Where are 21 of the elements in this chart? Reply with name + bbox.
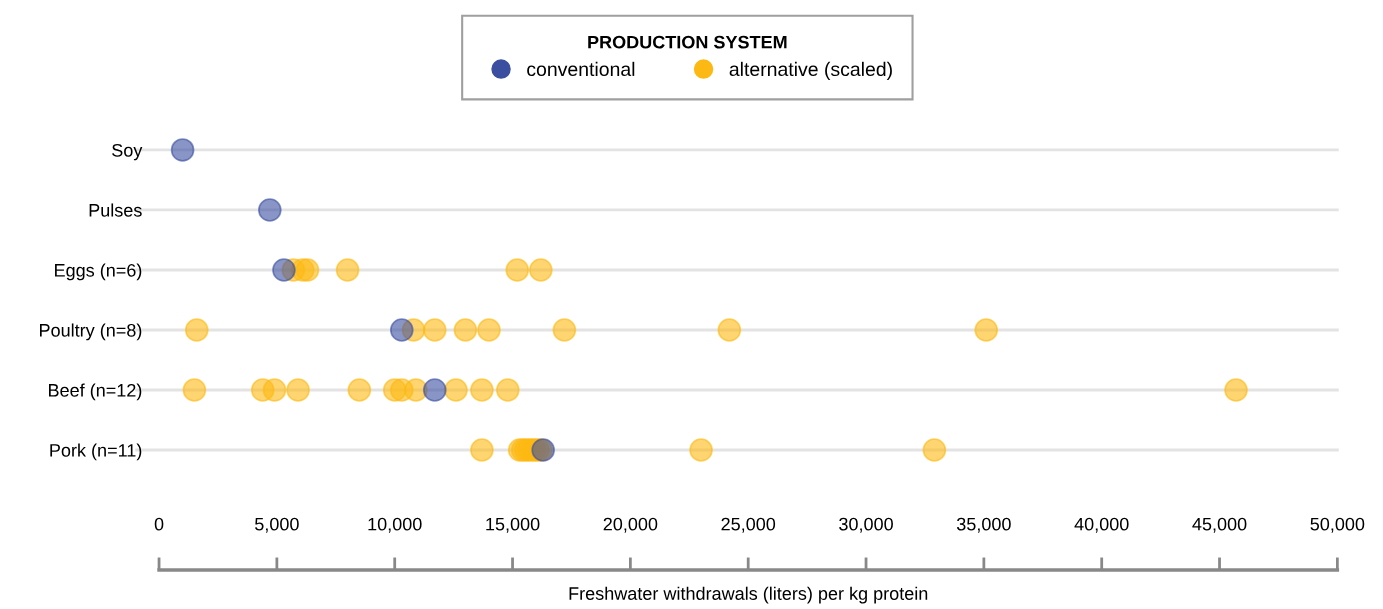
x-tick-label: 25,000: [721, 517, 776, 533]
y-tick-label: Pulses: [89, 203, 142, 217]
x-tick-label: 5,000: [255, 517, 299, 533]
y-tick-label: Eggs (n=6): [55, 263, 142, 281]
x-tick-label: 50,000: [1310, 517, 1365, 533]
legend-label: conventional: [527, 61, 635, 77]
x-tick-label: 40,000: [1074, 517, 1129, 533]
x-axis-title: Freshwater withdrawals (liters) per kg protein: [569, 586, 928, 604]
x-tick-label: 30,000: [839, 517, 893, 533]
y-tick-label: Beef (n=12): [49, 383, 142, 401]
x-tick-label: 15,000: [486, 517, 540, 533]
legend-label: alternative (scaled): [729, 61, 892, 80]
x-tick-label: 0: [154, 517, 164, 531]
x-tick-label: 45,000: [1192, 517, 1247, 533]
y-tick-label: Poultry (n=8): [40, 323, 142, 341]
x-tick-label: 10,000: [368, 517, 422, 533]
legend-title: PRODUCTION SYSTEM: [588, 35, 787, 49]
x-tick-label: 20,000: [603, 517, 658, 533]
y-tick-label: Pork (n=11): [50, 443, 142, 461]
x-tick-label: 35,000: [956, 517, 1011, 533]
y-tick-label: Soy: [112, 143, 143, 161]
